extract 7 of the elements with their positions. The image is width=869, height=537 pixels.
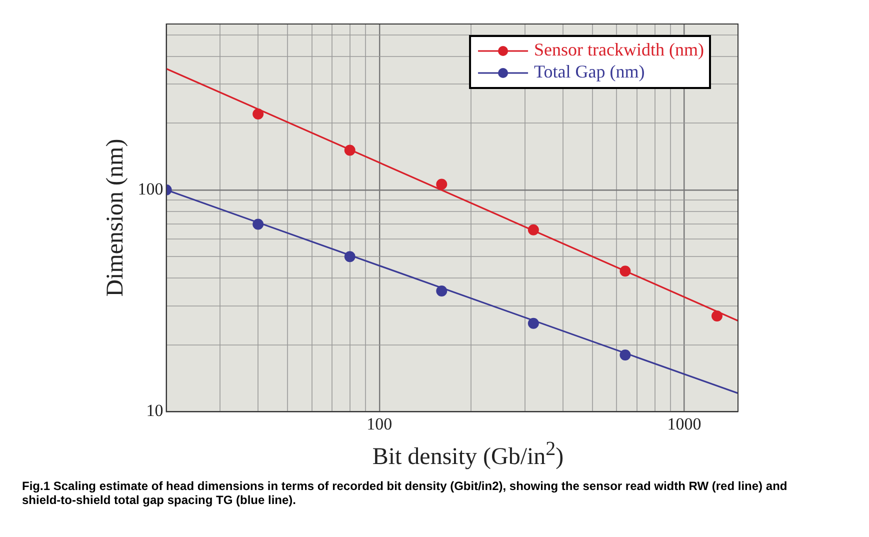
legend-label: Total Gap (nm) [534,62,645,82]
x-tick-label: 1000 [667,414,702,434]
legend-label: Sensor trackwidth (nm) [534,40,704,60]
caption: Fig.1 Scaling estimate of head dimensions in terms of recorded bit density (Gbit/in2), showing the sensor read width RW (red line) and shield-to-shield total gap spacing TG (blue line). [21,479,788,507]
x-axis-title: Bit density (Gb/in$^{2}$) [371,438,565,471]
y-tick-label: 10 [146,401,164,420]
y-axis-title: Dimension (nm) [102,138,129,297]
